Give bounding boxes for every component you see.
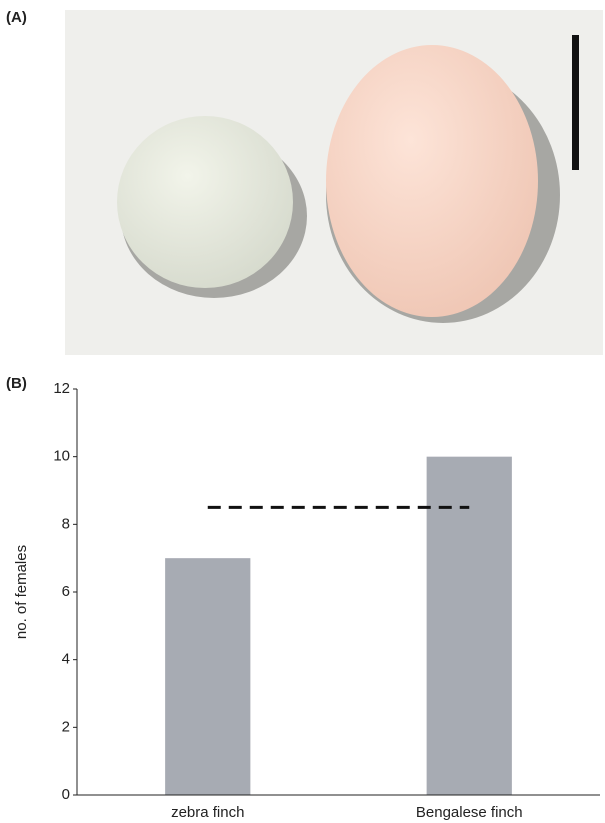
egg [117,116,293,288]
egg-photo [65,10,603,355]
y-tick-label: 6 [62,583,70,600]
x-tick-label: zebra finch [171,804,244,821]
y-tick-label: 4 [62,651,70,668]
panel-label: (A) [6,9,27,26]
scale-bar [572,35,579,170]
x-tick-label: Bengalese finch [416,804,523,821]
bar [426,456,512,795]
y-tick-label: 12 [53,380,70,397]
plot: 0 2 4 6 8 10 12 zebra finch Bengalese finch [53,380,600,821]
y-tick-label: 0 [62,786,70,803]
y-axis-label: no. of females [13,545,30,639]
y-tick-label: 10 [53,448,70,465]
y-tick-label: 2 [62,718,70,735]
bar [165,558,251,795]
panel-label: (B) [6,375,27,392]
y-tick-label: 8 [62,515,70,532]
egg [326,45,538,317]
